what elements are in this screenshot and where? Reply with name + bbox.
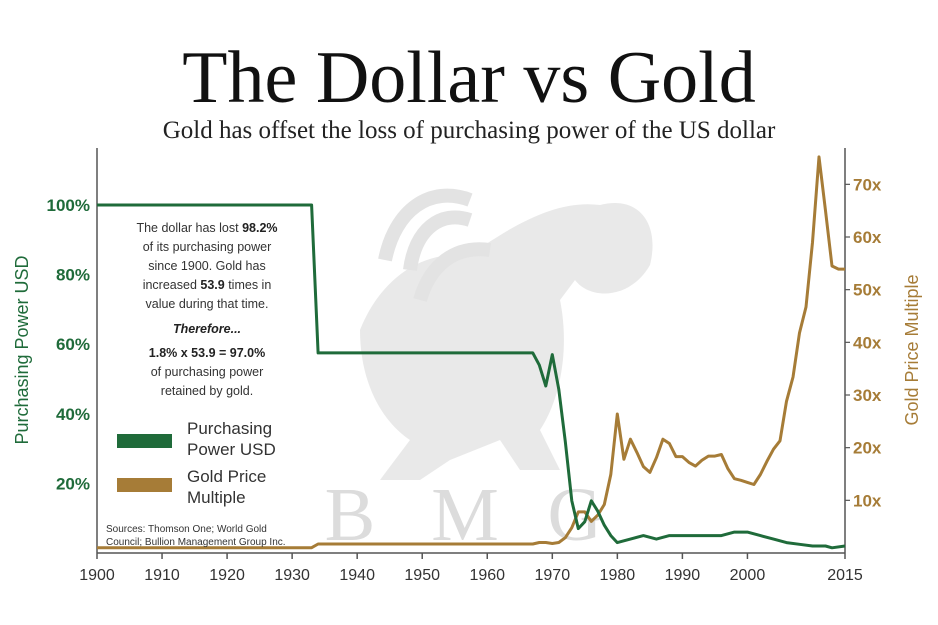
x-tick-label: 1950 <box>404 567 440 584</box>
annotation-note: The dollar has lost 98.2% of its purchas… <box>112 210 302 410</box>
legend-label-gold-price-line2: Multiple <box>187 488 246 507</box>
left-y-tick-label: 80% <box>56 266 90 285</box>
note-line: The dollar has lost 98.2% <box>136 221 277 235</box>
left-y-tick-label: 20% <box>56 474 90 493</box>
x-tick-label: 1980 <box>600 567 636 584</box>
note-therefore: Therefore... <box>173 322 241 336</box>
note-line: increased 53.9 times in <box>143 278 272 292</box>
sources-line: Sources: Thomson One; World Gold <box>106 524 267 535</box>
legend-label-purchasing-power-line2: Power USD <box>187 440 276 459</box>
right-y-tick-label: 40x <box>853 333 882 352</box>
griffin-watermark <box>360 203 653 480</box>
sources-line: Council; Bullion Management Group Inc. <box>106 537 286 548</box>
x-tick-label: 1940 <box>339 567 375 584</box>
note-line: retained by gold. <box>161 384 253 398</box>
gold-price-line <box>97 155 845 550</box>
right-y-tick-label: 70x <box>853 175 882 194</box>
note-line: of its purchasing power <box>143 240 272 254</box>
legend: Purchasing Power USD Gold Price Multiple <box>117 419 276 507</box>
x-tick-label: 1970 <box>535 567 571 584</box>
x-tick-label: 1910 <box>144 567 180 584</box>
note-line: of purchasing power <box>151 365 264 379</box>
legend-swatch-purchasing-power <box>117 434 172 448</box>
right-y-tick-label: 60x <box>853 228 882 247</box>
right-axis-title: Gold Price Multiple <box>902 274 922 425</box>
left-y-tick-label: 100% <box>47 196 90 215</box>
wing-watermark <box>378 188 491 303</box>
legend-label-gold-price-line1: Gold Price <box>187 467 266 486</box>
right-y-tick-label: 30x <box>853 386 882 405</box>
x-tick-label: 1930 <box>274 567 310 584</box>
purchasing-power-line <box>97 203 846 550</box>
note-equation: 1.8% x 53.9 = 97.0% <box>149 346 265 360</box>
x-tick-label: 1920 <box>209 567 245 584</box>
x-tick-label: 1900 <box>79 567 115 584</box>
right-y-tick-label: 50x <box>853 281 882 300</box>
chart-subtitle: Gold has offset the loss of purchasing p… <box>162 117 776 144</box>
right-y-tick-label: 20x <box>853 439 882 458</box>
right-y-tick-label: 10x <box>853 491 882 510</box>
x-tick-label: 1990 <box>665 567 701 584</box>
note-background <box>112 210 302 410</box>
left-y-tick-label: 40% <box>56 405 90 424</box>
chart-title: The Dollar vs Gold <box>182 37 756 119</box>
legend-label-purchasing-power-line1: Purchasing <box>187 419 272 438</box>
legend-swatch-gold-price <box>117 478 172 492</box>
left-y-tick-label: 60% <box>56 335 90 354</box>
note-line: value during that time. <box>146 297 269 311</box>
note-line: since 1900. Gold has <box>148 259 265 273</box>
x-tick-label: 2015 <box>827 567 863 584</box>
x-tick-label: 1960 <box>469 567 505 584</box>
left-axis-title: Purchasing Power USD <box>12 255 32 444</box>
x-tick-label: 2000 <box>730 567 766 584</box>
